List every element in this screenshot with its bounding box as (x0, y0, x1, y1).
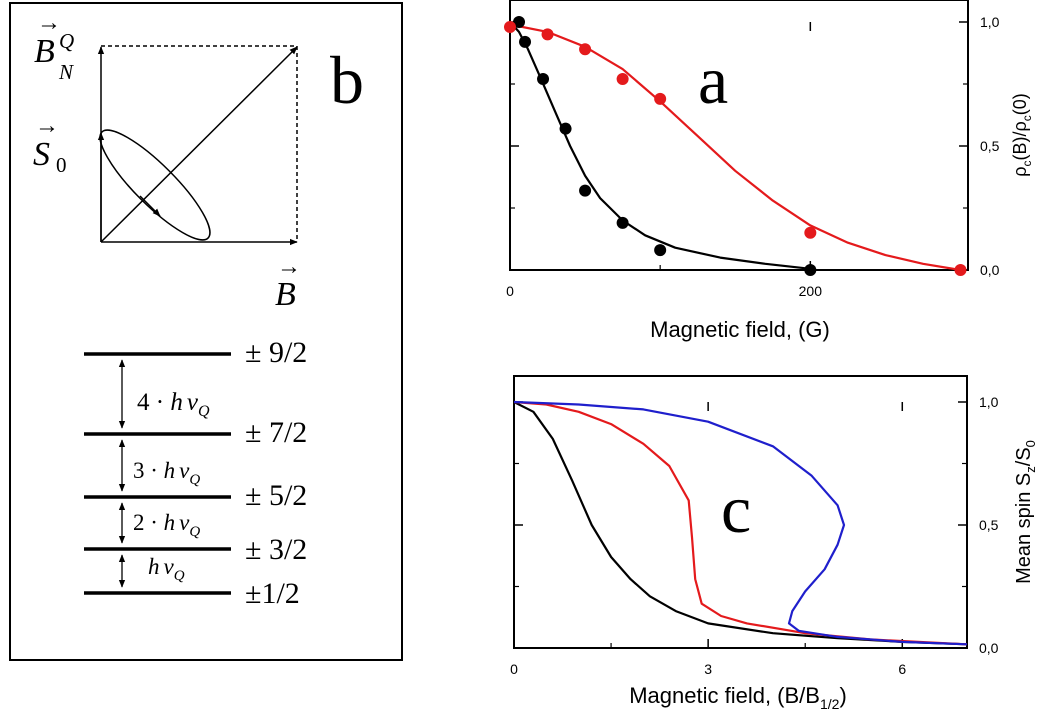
data-point (804, 264, 817, 276)
y-tick-label: 0,0 (980, 262, 1000, 278)
data-point (579, 184, 592, 197)
data-point (954, 264, 967, 276)
panel-b-frame (9, 2, 403, 661)
x-tick-label: 200 (799, 283, 823, 299)
data-point (579, 43, 592, 56)
data-point (654, 92, 667, 105)
data-point (504, 20, 516, 33)
precession-arrow-icon (139, 195, 161, 217)
s0-label: S (33, 136, 50, 173)
chart-c-xlabel: Magnetic field, (B/B1/2) (629, 683, 847, 712)
y-tick-label: 1,0 (980, 14, 1000, 30)
chart-a-ticks (509, 21, 968, 271)
panel-b: B Q N → S 0 → B → b ± 9/2 ± 7/2 ± 5/2 ± … (9, 2, 403, 661)
data-point (537, 73, 550, 86)
chart-c: 0 3 60,00,51,0 c Magnetic field, (B/B1/2) … (510, 375, 1038, 712)
series-line-1 (509, 23, 961, 272)
energy-levels (84, 352, 231, 595)
chart-c-ylabel: Mean spin Sz/S0 (1013, 440, 1038, 584)
data-point (559, 122, 572, 135)
x-tick-label: 0 (510, 661, 518, 677)
chart-a-label: a (698, 42, 728, 118)
chart-c-curves (513, 400, 968, 646)
precession-ellipse (99, 129, 211, 241)
y-tick-label: 1,0 (979, 394, 999, 410)
gap-labels: 4 · h νQ 3 · h νQ 2 · h νQ h νQ (133, 389, 210, 584)
x-tick-label: 0 (506, 283, 514, 299)
y-tick-label: 0,0 (979, 640, 999, 656)
series-line-2 (513, 400, 968, 646)
chart-a: 0 200 0,0 0,5 1,0 a Magnetic field, (G) ρc(B… (504, 0, 1034, 342)
gap-label-4: 4 · h νQ (137, 389, 210, 420)
s0-subscript: 0 (56, 153, 67, 177)
x-tick-label: 3 (704, 661, 712, 677)
level-label-5-2: ± 5/2 (245, 479, 307, 512)
panel-b-label: b (330, 42, 364, 118)
data-point (616, 73, 629, 86)
chart-a-frame (509, 0, 969, 271)
b-label: B (275, 276, 296, 313)
bnq-superscript: Q (59, 29, 74, 53)
level-label-3-2: ± 3/2 (245, 533, 307, 566)
bnq-subscript: N (58, 60, 74, 84)
data-point (654, 244, 667, 257)
x-tick-label: 6 (898, 661, 906, 677)
data-point (541, 28, 554, 41)
chart-c-label: c (721, 471, 751, 547)
chart-a-curves (509, 21, 961, 272)
level-labels: ± 9/2 ± 7/2 ± 5/2 ± 3/2 ±1/2 (245, 336, 307, 610)
level-label-7-2: ± 7/2 (245, 416, 307, 449)
y-tick-label: 0,5 (980, 138, 1000, 154)
chart-a-ticklabels: 0 200 0,0 0,5 1,0 (506, 14, 1000, 299)
chart-c-ticklabels: 0 3 6 0,0 0,5 1,0 (510, 394, 999, 677)
bnq-label: B (34, 33, 55, 70)
series-line-1 (513, 400, 968, 646)
chart-c-frame (513, 375, 968, 649)
level-label-1-2: ±1/2 (245, 577, 300, 610)
y-tick-label: 0,5 (979, 517, 999, 533)
data-point (519, 35, 532, 48)
chart-a-points (504, 16, 967, 276)
gap-label-3: 3 · h νQ (133, 458, 200, 488)
data-point (804, 226, 817, 239)
chart-a-ylabel: ρc(B)/ρc(0) (1010, 93, 1034, 176)
series-line-0 (513, 401, 968, 646)
level-label-9-2: ± 9/2 (245, 336, 307, 369)
s0-arrow-accent: → (35, 113, 59, 139)
gap-label-1: h νQ (148, 554, 185, 584)
series-line-0 (509, 21, 811, 270)
total-field-vector (100, 46, 298, 243)
bnq-arrow-accent: → (37, 10, 61, 36)
data-point (616, 216, 629, 229)
chart-a-xlabel: Magnetic field, (G) (650, 317, 830, 342)
gap-label-2: 2 · h νQ (133, 510, 200, 540)
vector-diagram (97, 45, 298, 246)
b-arrow-accent: → (277, 254, 301, 280)
data-point (513, 16, 526, 28)
